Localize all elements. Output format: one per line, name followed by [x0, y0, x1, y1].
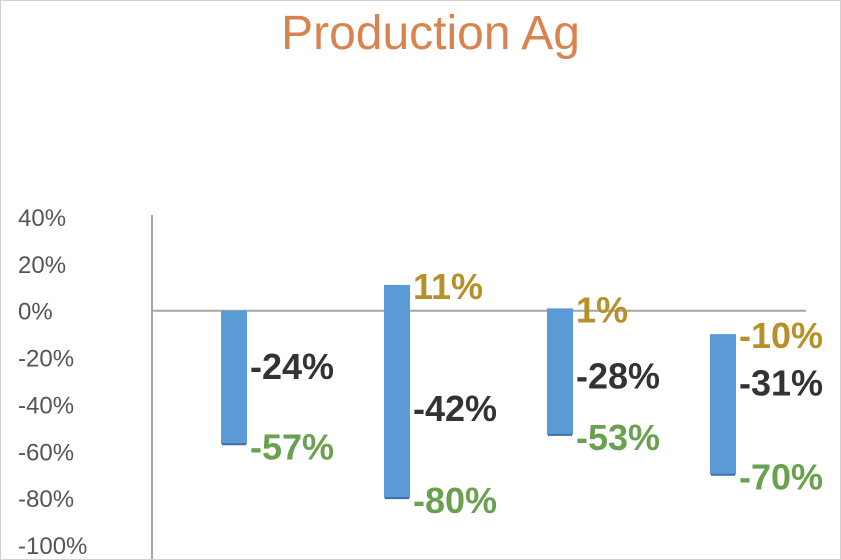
mid-value-label: -31%	[739, 362, 823, 403]
mid-value-label: -42%	[413, 388, 497, 429]
y-tick-label: -40%	[18, 392, 74, 419]
high-value-label: 11%	[413, 266, 483, 307]
chart-title: Production Ag	[281, 7, 580, 60]
low-value-label: -57%	[250, 426, 334, 467]
range-bar	[384, 284, 410, 499]
low-value-label: -53%	[576, 417, 660, 458]
range-bar	[547, 308, 573, 435]
y-tick-label: -60%	[18, 439, 74, 466]
y-tick-label: 40%	[18, 205, 66, 232]
y-tick-label: 0%	[18, 299, 53, 326]
mid-value-label: -28%	[576, 355, 660, 396]
y-tick-label: -20%	[18, 346, 74, 373]
range-bar	[221, 310, 247, 445]
low-value-label: -70%	[739, 457, 823, 498]
high-value-label: 1%	[576, 289, 628, 330]
range-bar	[710, 334, 736, 475]
y-tick-label: 20%	[18, 252, 66, 279]
mid-value-label: -24%	[250, 346, 334, 387]
y-tick-label: -100%	[18, 533, 87, 560]
low-value-label: -80%	[413, 480, 497, 521]
high-value-label: -10%	[739, 315, 823, 356]
y-tick-label: -80%	[18, 486, 74, 513]
